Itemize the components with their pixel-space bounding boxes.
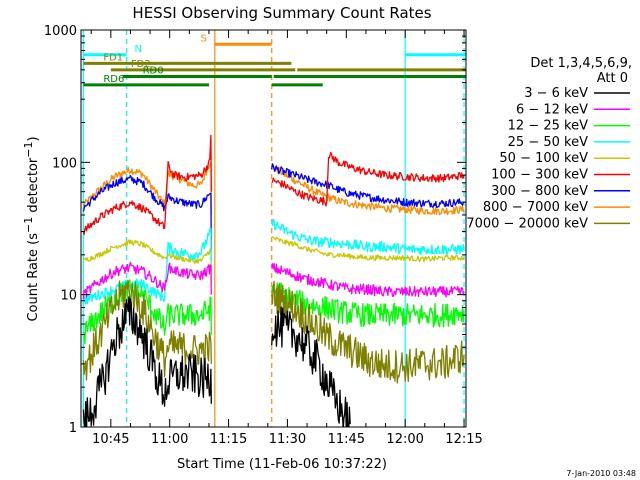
series-line-2-0: [82, 134, 212, 236]
y-tick-label: 1: [69, 421, 77, 436]
series-line-7-0: [82, 280, 212, 381]
series-line-4-0: [82, 227, 212, 305]
series-line-0-1: [271, 162, 465, 216]
x-tick-label: 11:45: [328, 432, 365, 447]
series-line-1-0: [82, 174, 212, 250]
flag-label-s: S: [200, 33, 206, 44]
axes-layer: 10:45 11:00 11:15 11:30 11:45 12:00 12:15 1 10 10…: [44, 24, 483, 447]
flag-label-fd2: FD2: [131, 59, 151, 70]
legend-label: 25 − 50 keV: [508, 135, 588, 150]
flag-label-n: N: [135, 44, 142, 55]
series-line-3-1: [271, 236, 465, 263]
y-tick-label: 1000: [44, 24, 77, 39]
series-line-2-1: [271, 151, 465, 207]
x-tick-label: 11:30: [269, 432, 306, 447]
legend-header-attenuator: Att 0: [597, 71, 628, 86]
plot-frame: [80, 29, 467, 428]
series-line-1-1: [271, 163, 465, 208]
flag-label-rd0: RD0: [143, 66, 164, 77]
series-line-5-1: [271, 262, 465, 298]
series-line-6-0: [82, 279, 212, 345]
legend-label: 6 − 12 keV: [516, 102, 588, 117]
legend-label: 800 − 7000 keV: [483, 200, 588, 215]
y-tick-label: 10: [60, 289, 77, 304]
series-line-6-1: [271, 282, 465, 328]
series-line-0-0: [82, 161, 212, 216]
chart-title: HESSI Observing Summary Count Rates: [132, 4, 431, 22]
series-line-8-0: [82, 296, 212, 427]
legend-label: 100 − 300 keV: [491, 168, 588, 183]
x-tick-label: 11:00: [151, 432, 188, 447]
legend-label: 300 − 800 keV: [491, 184, 588, 199]
flag-label-fd1: FD1: [103, 52, 123, 63]
x-tick-label: 11:15: [210, 432, 247, 447]
x-tick-label: 12:00: [386, 432, 423, 447]
legend-label: 50 − 100 keV: [499, 151, 588, 166]
y-tick-label: 100: [52, 156, 77, 171]
x-tick-label: 12:15: [445, 432, 482, 447]
x-axis-label: Start Time (11-Feb-06 10:37:22): [177, 457, 387, 472]
footer-timestamp: 7-Jan-2010 03:48: [566, 469, 636, 478]
series-line-4-1: [271, 218, 465, 256]
x-tick-label: 10:45: [92, 432, 129, 447]
series-line-5-0: [82, 261, 212, 300]
series-line-8-1: [271, 306, 351, 427]
legend-label: 7000 − 20000 keV: [466, 216, 588, 231]
y-axis-label: Count Rate (s−1 detector−1): [22, 136, 41, 321]
series-line-3-0: [82, 239, 212, 285]
legend-label: 12 − 25 keV: [508, 119, 588, 134]
legend-label: 3 − 6 keV: [524, 86, 588, 101]
flag-label-rd6: RD6: [103, 74, 124, 85]
series-layer: [82, 30, 465, 427]
legend-header-detectors: Det 1,3,4,5,6,9,: [530, 56, 632, 71]
series-line-7-1: [271, 280, 465, 384]
